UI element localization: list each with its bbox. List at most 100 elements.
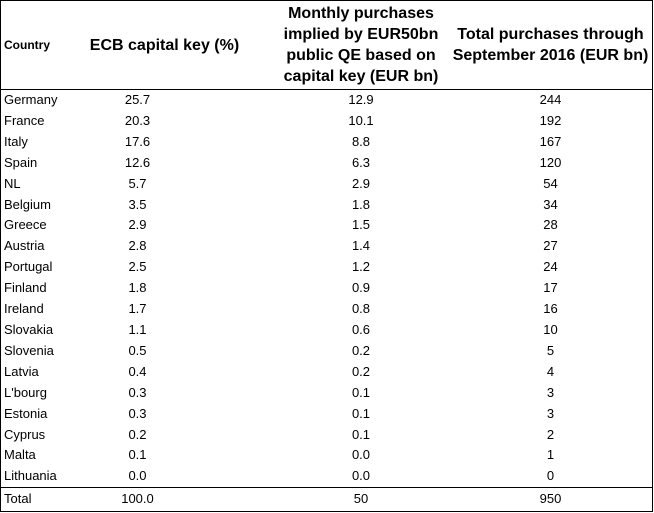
table-row: Italy 17.6 8.8 167 bbox=[1, 132, 652, 153]
cell-capital-key: 17.6 bbox=[124, 133, 151, 149]
cell-country: Austria bbox=[4, 238, 45, 254]
cell-capital-key: 2.8 bbox=[128, 238, 147, 254]
cell-country: France bbox=[4, 112, 45, 128]
cell-capital-key: 0.3 bbox=[128, 384, 147, 400]
table-body: Germany 25.7 12.9 244 France 20.3 10.1 192 Italy… bbox=[1, 90, 652, 511]
cell-monthly: 0.1 bbox=[351, 405, 371, 421]
cell-capital-key: 12.6 bbox=[124, 154, 151, 170]
cell-capital-key: 1.1 bbox=[128, 321, 147, 337]
cell-monthly: 0.6 bbox=[351, 321, 371, 337]
table-row: Greece 2.9 1.5 28 bbox=[1, 215, 652, 236]
cell-capital-key: 0.4 bbox=[128, 363, 147, 379]
cell-total: 3 bbox=[546, 405, 555, 421]
cell-capital-key: 5.7 bbox=[128, 175, 147, 191]
cell-capital-key: 25.7 bbox=[124, 92, 151, 107]
cell-country: Ireland bbox=[4, 301, 44, 317]
cell-total: 27 bbox=[543, 238, 558, 254]
table-row: Belgium 3.5 1.8 34 bbox=[1, 195, 652, 216]
header-country: Country bbox=[1, 1, 56, 90]
cell-total: 2 bbox=[546, 426, 555, 442]
header-row: Country ECB capital key (%) Monthly purc… bbox=[1, 1, 652, 90]
table-row: Germany 25.7 12.9 244 bbox=[1, 90, 652, 111]
cell-total: 192 bbox=[539, 112, 562, 128]
cell-total: 10 bbox=[543, 321, 558, 337]
cell-capital-key: 2.5 bbox=[128, 259, 147, 275]
cell-country: Spain bbox=[4, 154, 38, 170]
cell-monthly: 0.1 bbox=[351, 384, 371, 400]
cell-total: 167 bbox=[539, 133, 562, 149]
table-row: Lithuania 0.0 0.0 0 bbox=[1, 466, 652, 487]
cell-monthly: 0.9 bbox=[351, 280, 371, 296]
cell-capital-key: 0.5 bbox=[128, 342, 147, 358]
table-row: Cyprus 0.2 0.1 2 bbox=[1, 425, 652, 446]
cell-total: 54 bbox=[543, 175, 558, 191]
table-row: Malta 0.1 0.0 1 bbox=[1, 445, 652, 466]
cell-total: 244 bbox=[539, 92, 562, 107]
cell-total: 28 bbox=[543, 217, 558, 233]
cell-country: Cyprus bbox=[4, 426, 46, 442]
cell-capital-key: 1.8 bbox=[128, 280, 147, 296]
cell-country: L'bourg bbox=[4, 384, 47, 400]
cell-total: 1 bbox=[546, 447, 555, 463]
cell-capital-key: 20.3 bbox=[124, 112, 151, 128]
cell-country: Italy bbox=[4, 133, 28, 149]
cell-monthly: 1.5 bbox=[351, 217, 371, 233]
cell-total: 120 bbox=[539, 154, 562, 170]
cell-country: Malta bbox=[4, 447, 36, 463]
total-monthly: 50 bbox=[273, 487, 449, 511]
cell-monthly: 8.8 bbox=[351, 133, 371, 149]
cell-monthly: 1.2 bbox=[351, 259, 371, 275]
table-row: Portugal 2.5 1.2 24 bbox=[1, 257, 652, 278]
table-row: Finland 1.8 0.9 17 bbox=[1, 278, 652, 299]
header-monthly-purchases: Monthly purchases implied by EUR50bn pub… bbox=[273, 1, 449, 90]
cell-country: Slovakia bbox=[4, 321, 54, 337]
table-row: Spain 12.6 6.3 120 bbox=[1, 153, 652, 174]
cell-monthly: 0.0 bbox=[351, 468, 371, 484]
table-row: Austria 2.8 1.4 27 bbox=[1, 236, 652, 257]
cell-monthly: 10.1 bbox=[348, 112, 374, 128]
cell-capital-key: 1.7 bbox=[128, 301, 147, 317]
total-total: 950 bbox=[449, 487, 652, 511]
header-capital-key: ECB capital key (%) bbox=[56, 1, 273, 90]
cell-country: Slovenia bbox=[4, 342, 54, 358]
cell-capital-key: 0.0 bbox=[128, 468, 147, 484]
total-label: Total bbox=[1, 487, 56, 511]
table-row: Slovakia 1.1 0.6 10 bbox=[1, 320, 652, 341]
cell-country: Germany bbox=[4, 92, 58, 107]
cell-monthly: 0.1 bbox=[351, 426, 371, 442]
cell-country: Latvia bbox=[4, 363, 39, 379]
cell-total: 34 bbox=[543, 196, 558, 212]
cell-country: NL bbox=[4, 175, 21, 191]
cell-country: Belgium bbox=[4, 196, 51, 212]
cell-capital-key: 2.9 bbox=[128, 217, 147, 233]
cell-monthly: 1.4 bbox=[351, 238, 371, 254]
table-row: NL 5.7 2.9 54 bbox=[1, 174, 652, 195]
cell-total: 24 bbox=[543, 259, 558, 275]
cell-monthly: 0.0 bbox=[351, 447, 371, 463]
cell-monthly: 0.8 bbox=[351, 301, 371, 317]
cell-capital-key: 0.2 bbox=[128, 426, 147, 442]
cell-total: 17 bbox=[543, 280, 558, 296]
table-row: Estonia 0.3 0.1 3 bbox=[1, 404, 652, 425]
table-row: Ireland 1.7 0.8 16 bbox=[1, 299, 652, 320]
cell-monthly: 0.2 bbox=[351, 363, 371, 379]
cell-total: 0 bbox=[546, 468, 555, 484]
cell-total: 16 bbox=[543, 301, 558, 317]
cell-country: Finland bbox=[4, 280, 47, 296]
table-header: Country ECB capital key (%) Monthly purc… bbox=[1, 1, 652, 90]
table-row: L'bourg 0.3 0.1 3 bbox=[1, 383, 652, 404]
header-total-purchases: Total purchases through September 2016 (… bbox=[449, 1, 652, 90]
cell-monthly: 6.3 bbox=[351, 154, 371, 170]
cell-monthly: 12.9 bbox=[348, 92, 374, 107]
cell-total: 5 bbox=[546, 342, 555, 358]
table-row: Latvia 0.4 0.2 4 bbox=[1, 362, 652, 383]
total-row: Total 100.0 50 950 bbox=[1, 487, 652, 511]
cell-country: Portugal bbox=[4, 259, 53, 275]
cell-country: Estonia bbox=[4, 405, 48, 421]
cell-monthly: 2.9 bbox=[351, 175, 371, 191]
cell-monthly: 0.2 bbox=[351, 342, 371, 358]
total-capital-key: 100.0 bbox=[56, 487, 273, 511]
cell-total: 3 bbox=[546, 384, 555, 400]
